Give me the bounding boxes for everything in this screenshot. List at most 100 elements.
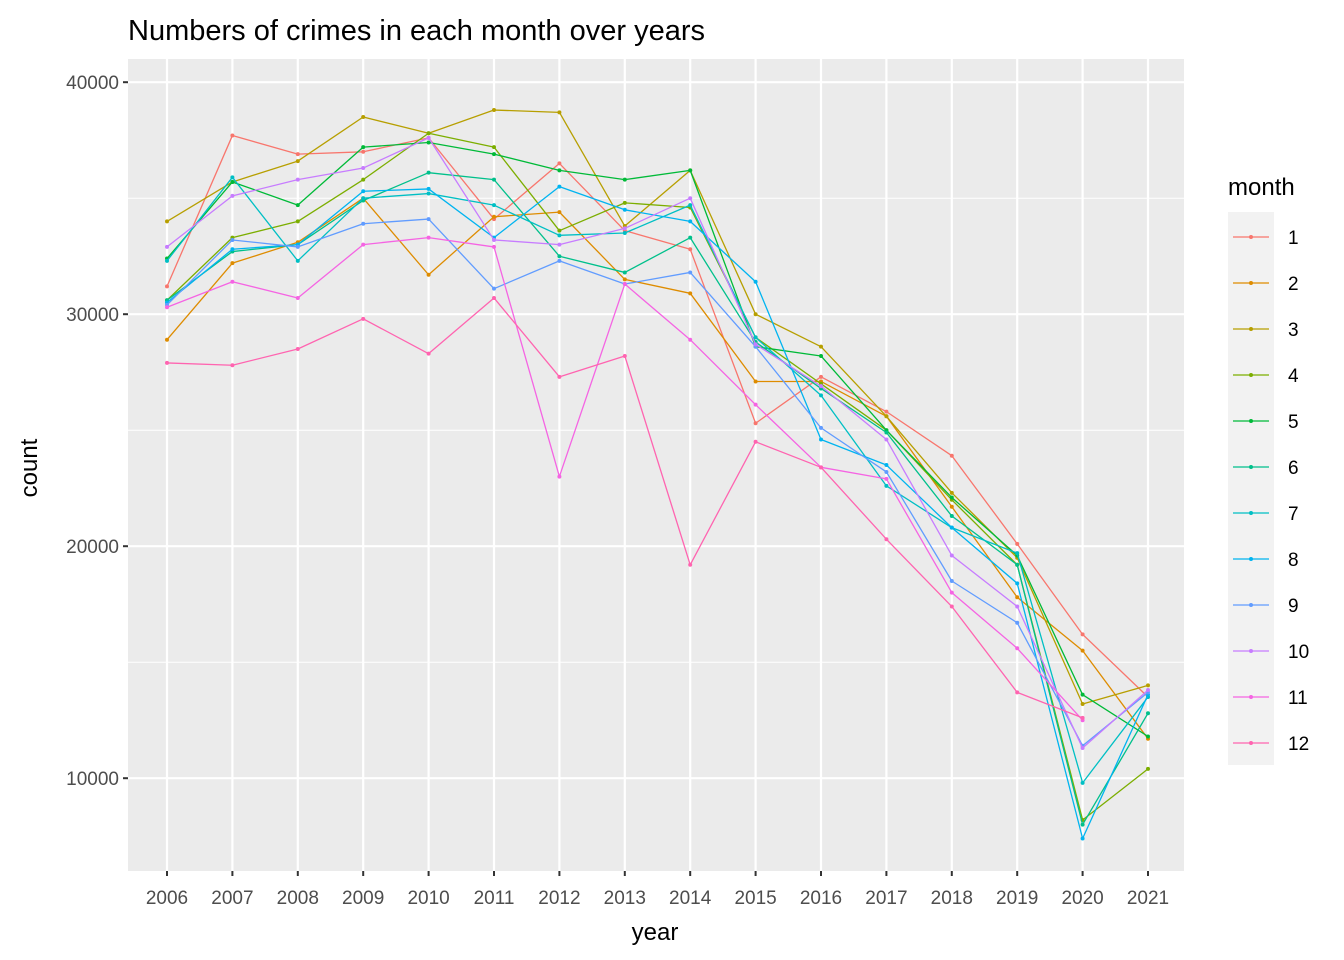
data-point-7 [688,203,693,208]
data-point-3 [295,159,300,164]
data-point-1 [949,453,954,458]
data-point-1 [753,421,758,426]
data-point-3 [165,219,169,224]
data-point-10 [753,342,758,347]
data-point-7 [753,335,758,340]
data-point-9 [361,221,366,226]
data-point-8 [819,437,823,442]
x-tick-label: 2019 [996,888,1038,909]
data-point-7 [426,191,431,196]
x-tick-label: 2020 [1061,888,1103,909]
y-axis-title: count [16,438,43,497]
x-tick-label: 2017 [865,888,907,909]
data-point-12 [884,537,889,542]
data-point-7 [165,258,169,263]
data-point-5 [688,168,693,173]
legend-key-point [1249,465,1253,469]
data-point-7 [1080,780,1085,785]
data-point-12 [688,562,693,567]
data-point-1 [884,409,889,414]
data-point-11 [949,590,954,595]
data-point-10 [426,135,431,140]
data-point-9 [949,579,954,583]
data-point-8 [557,184,562,189]
legend-item-11: 11 [1233,688,1308,709]
data-point-2 [426,272,431,277]
data-point-9 [230,237,235,242]
data-point-2 [688,291,693,296]
data-point-1 [361,149,366,154]
data-point-12 [557,374,562,379]
legend-label: 10 [1288,642,1309,663]
series-9 [165,217,1150,748]
y-tick-label: 20000 [66,537,119,558]
legend-key-point [1249,373,1253,377]
x-tick-label: 2013 [604,888,646,909]
data-point-10 [361,166,366,171]
data-point-3 [557,110,562,115]
legend-label: 12 [1288,734,1309,755]
data-point-1 [688,247,693,252]
legend-label: 7 [1288,504,1299,525]
data-point-12 [165,360,169,365]
series-line-8 [166,185,1149,840]
data-point-4 [492,145,496,150]
data-point-9 [819,425,823,430]
y-tick-label: 40000 [66,73,119,94]
data-point-11 [884,476,889,481]
data-point-11 [295,295,300,300]
data-point-9 [426,217,431,222]
data-point-2 [949,504,954,509]
data-point-1 [295,152,300,157]
data-point-12 [295,347,300,351]
x-tick-label: 2011 [474,888,515,909]
data-point-3 [361,115,366,119]
legend-key-point [1249,327,1253,331]
x-tick-label: 2009 [342,888,384,909]
series-line-1 [166,134,1149,698]
data-point-10 [884,437,889,442]
data-point-10 [230,193,235,198]
legend-key-point [1249,741,1253,745]
data-point-11 [492,244,496,249]
x-tick-label: 2014 [669,888,712,909]
data-point-11 [688,337,693,342]
legend-item-1: 1 [1233,228,1299,249]
x-tick-label: 2015 [734,888,776,909]
data-point-6 [426,170,431,175]
data-point-11 [622,282,627,287]
data-point-6 [1146,711,1150,716]
data-point-10 [492,237,496,242]
data-point-5 [622,177,627,182]
data-point-8 [426,186,431,191]
y-tick-label: 30000 [66,305,119,326]
data-point-4 [557,228,562,233]
data-point-8 [884,463,889,467]
data-point-3 [949,490,954,495]
legend-item-4: 4 [1233,366,1299,387]
axes: 10000 20000 30000 40000 2006 2007 2008 2009 2010… [66,73,1169,909]
data-point-11 [753,402,758,407]
data-point-9 [295,244,300,249]
series-line-3 [166,109,1149,705]
data-point-11 [230,279,235,284]
legend-label: 6 [1288,458,1299,479]
data-point-4 [361,177,366,182]
data-point-8 [1080,836,1085,841]
series-line-5 [166,141,1149,737]
data-point-8 [361,189,366,194]
data-point-4 [295,219,300,224]
data-point-5 [949,495,954,500]
data-point-6 [492,177,496,182]
data-point-2 [1080,648,1085,653]
legend-item-3: 3 [1233,320,1299,341]
data-point-5 [426,140,431,145]
series-line-7 [166,176,1149,784]
data-point-1 [230,133,235,138]
legend-item-6: 6 [1233,458,1299,479]
data-point-1 [1080,632,1085,637]
data-point-2 [1015,595,1020,600]
data-point-12 [949,604,954,609]
